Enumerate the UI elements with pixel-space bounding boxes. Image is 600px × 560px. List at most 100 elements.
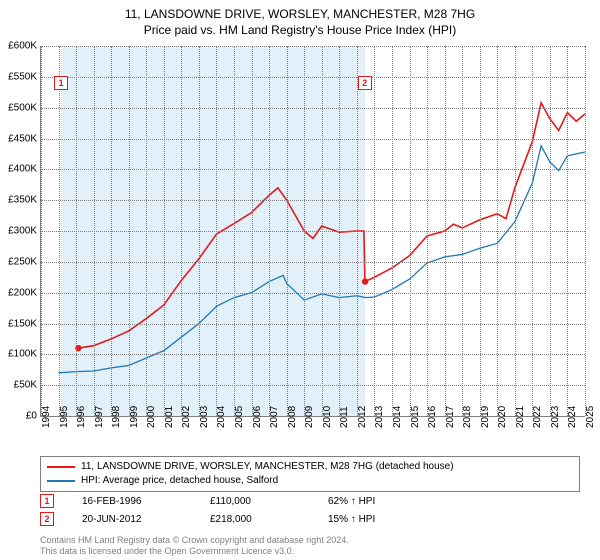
sales-table: 116-FEB-1996£110,00062% ↑ HPI220-JUN-201… (40, 494, 375, 530)
grid-h (41, 108, 585, 109)
grid-h (41, 324, 585, 325)
grid-v (111, 46, 112, 416)
sale-row: 220-JUN-2012£218,00015% ↑ HPI (40, 512, 375, 526)
x-tick-label: 2019 (480, 406, 491, 428)
chart-marker: 1 (54, 76, 68, 90)
sale-price: £218,000 (210, 514, 300, 525)
y-tick-label: £500K (0, 102, 37, 113)
legend-row: 11, LANSDOWNE DRIVE, WORSLEY, MANCHESTER… (47, 460, 573, 474)
grid-h (41, 293, 585, 294)
x-tick-label: 2013 (374, 406, 385, 428)
x-tick-label: 1997 (94, 406, 105, 428)
chart-marker: 2 (358, 76, 372, 90)
grid-v (339, 46, 340, 416)
x-tick-label: 1996 (76, 406, 87, 428)
x-tick-label: 2007 (269, 406, 280, 428)
x-tick-label: 2012 (357, 406, 368, 428)
footer-line1: Contains HM Land Registry data © Crown c… (40, 535, 349, 546)
grid-v (94, 46, 95, 416)
grid-v (532, 46, 533, 416)
grid-v (181, 46, 182, 416)
sale-date: 16-FEB-1996 (82, 496, 182, 507)
legend-label: HPI: Average price, detached house, Salf… (81, 474, 278, 488)
grid-v (445, 46, 446, 416)
grid-v (199, 46, 200, 416)
x-tick-label: 2011 (339, 406, 350, 428)
grid-v (129, 46, 130, 416)
x-tick-label: 2016 (427, 406, 438, 428)
grid-v (287, 46, 288, 416)
x-tick-label: 1994 (41, 406, 52, 428)
grid-h (41, 139, 585, 140)
x-tick-label: 2001 (164, 406, 175, 428)
sale-delta: 62% ↑ HPI (328, 496, 375, 507)
y-tick-label: £350K (0, 195, 37, 206)
x-tick-label: 2021 (515, 406, 526, 428)
sale-row: 1 16-FEB-1996 £110,000 62% ↑ HPI (40, 494, 375, 508)
grid-h (41, 262, 585, 263)
grid-h (41, 46, 585, 47)
title-line2: Price paid vs. HM Land Registry's House … (0, 22, 600, 38)
legend-row: HPI: Average price, detached house, Salf… (47, 474, 573, 488)
chart-area: £0£50K£100K£150K£200K£250K£300K£350K£400… (40, 46, 585, 417)
sale-price: £110,000 (210, 496, 300, 507)
x-tick-label: 2020 (497, 406, 508, 428)
grid-v (480, 46, 481, 416)
grid-v (304, 46, 305, 416)
footer-text: Contains HM Land Registry data © Crown c… (40, 535, 349, 558)
x-tick-label: 2015 (410, 406, 421, 428)
x-tick-label: 2002 (181, 406, 192, 428)
grid-h (41, 200, 585, 201)
x-tick-label: 2009 (304, 406, 315, 428)
sale-point-dot (362, 278, 368, 284)
x-tick-label: 2004 (216, 406, 227, 428)
grid-v (234, 46, 235, 416)
grid-v (164, 46, 165, 416)
grid-v (497, 46, 498, 416)
footer-line2: This data is licensed under the Open Gov… (40, 546, 349, 557)
chart-legend: 11, LANSDOWNE DRIVE, WORSLEY, MANCHESTER… (40, 456, 580, 492)
x-tick-label: 2010 (322, 406, 333, 428)
grid-v (427, 46, 428, 416)
grid-v (374, 46, 375, 416)
y-tick-label: £100K (0, 349, 37, 360)
y-tick-label: £250K (0, 256, 37, 267)
x-tick-label: 2014 (392, 406, 403, 428)
grid-v (76, 46, 77, 416)
sale-marker: 2 (40, 512, 54, 526)
grid-v (567, 46, 568, 416)
grid-v (462, 46, 463, 416)
grid-v (515, 46, 516, 416)
grid-v (585, 46, 586, 416)
y-tick-label: £450K (0, 133, 37, 144)
y-tick-label: £600K (0, 41, 37, 52)
x-tick-label: 2024 (567, 406, 578, 428)
x-tick-label: 2018 (462, 406, 473, 428)
grid-v (41, 46, 42, 416)
grid-v (59, 46, 60, 416)
y-tick-label: £400K (0, 164, 37, 175)
x-tick-label: 2008 (287, 406, 298, 428)
x-tick-label: 2017 (445, 406, 456, 428)
grid-v (410, 46, 411, 416)
x-tick-label: 2023 (550, 406, 561, 428)
series-line (78, 103, 585, 348)
title-line1: 11, LANSDOWNE DRIVE, WORSLEY, MANCHESTER… (0, 6, 600, 22)
y-tick-label: £150K (0, 318, 37, 329)
legend-swatch (47, 466, 75, 468)
y-tick-label: £0 (0, 411, 37, 422)
y-tick-label: £550K (0, 71, 37, 82)
grid-h (41, 77, 585, 78)
x-tick-label: 2005 (234, 406, 245, 428)
x-tick-label: 2003 (199, 406, 210, 428)
legend-swatch (47, 480, 75, 482)
sale-marker: 1 (40, 494, 54, 508)
x-tick-label: 1998 (111, 406, 122, 428)
x-tick-label: 2006 (252, 406, 263, 428)
x-tick-label: 2025 (585, 406, 596, 428)
grid-v (252, 46, 253, 416)
legend-label: 11, LANSDOWNE DRIVE, WORSLEY, MANCHESTER… (81, 460, 454, 474)
y-tick-label: £200K (0, 287, 37, 298)
grid-v (322, 46, 323, 416)
grid-h (41, 354, 585, 355)
